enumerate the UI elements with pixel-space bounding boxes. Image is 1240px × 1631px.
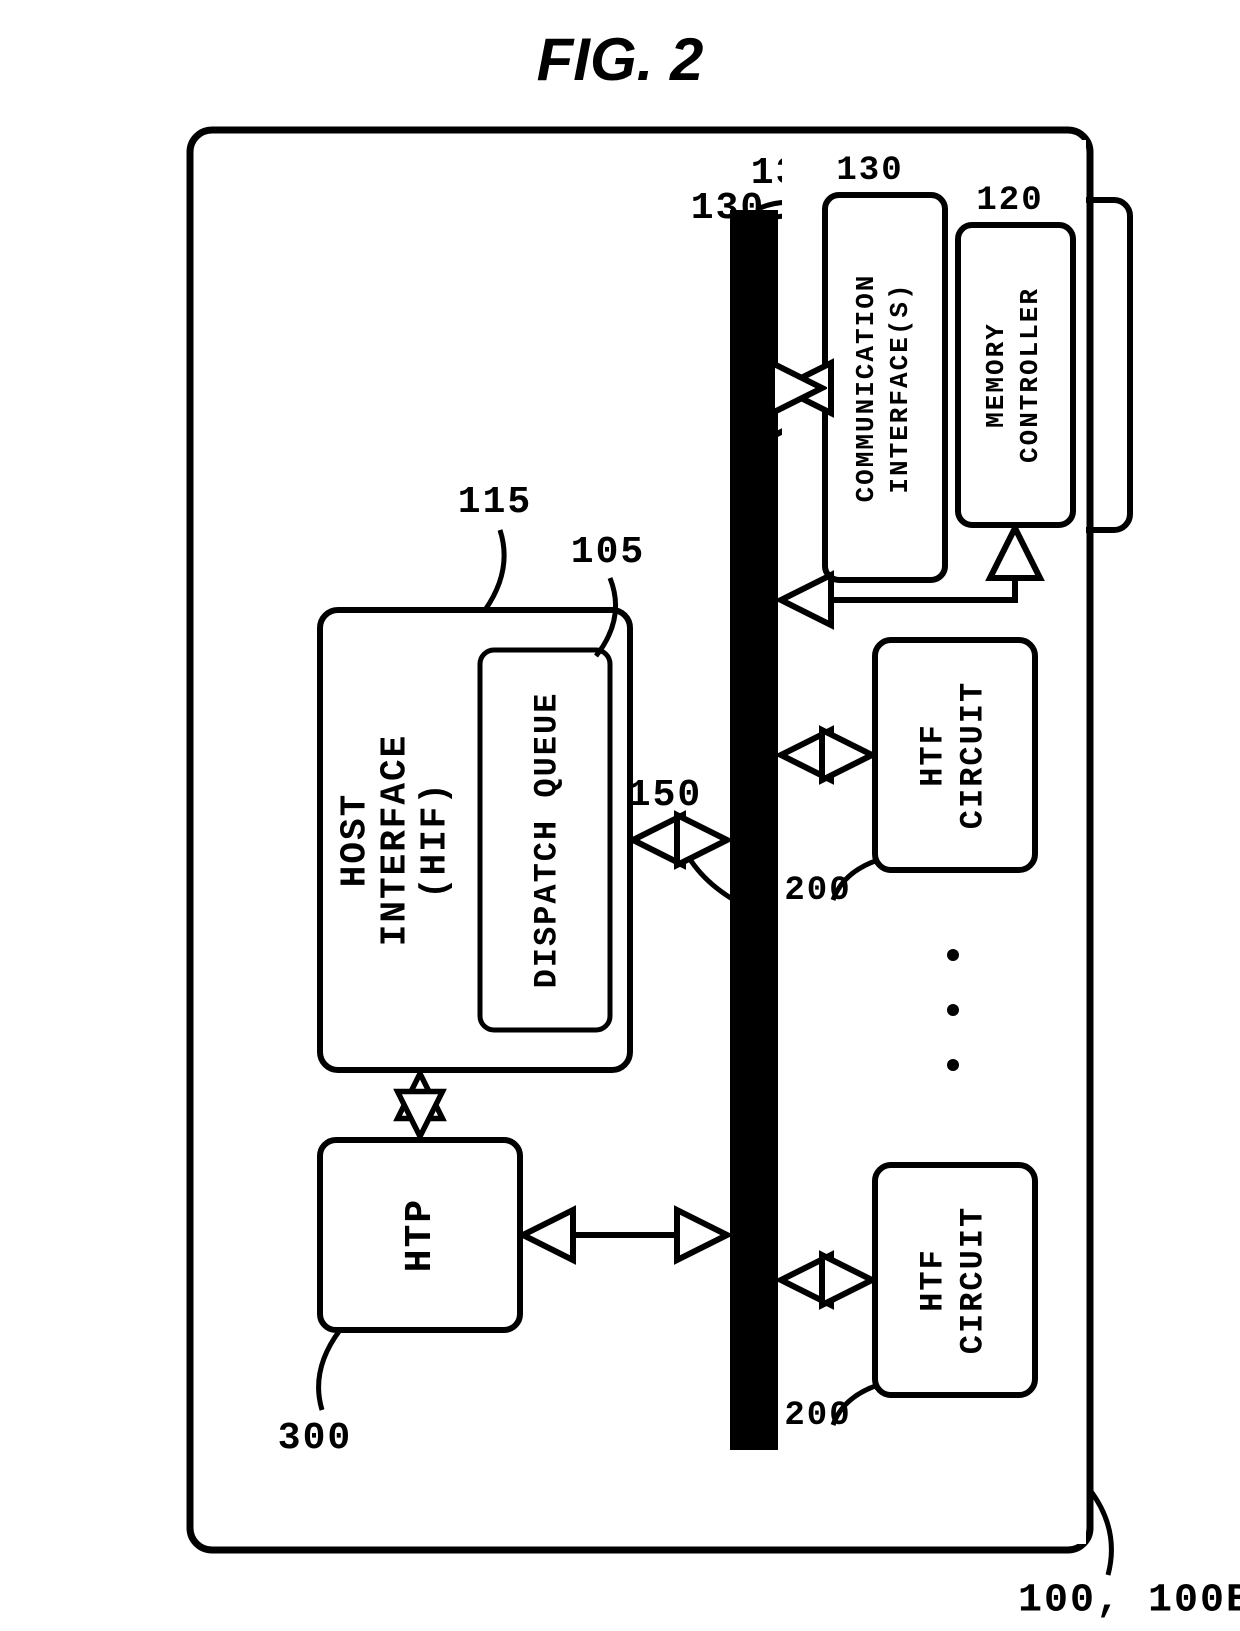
svg-text:HTF: HTF [914, 1248, 951, 1312]
comm-ref2: 130 [691, 187, 765, 230]
svg-text:HTF: HTF [914, 723, 951, 787]
svg-text:INTERFACE(S): INTERFACE(S) [885, 282, 915, 493]
ellipsis-dot [947, 949, 959, 961]
svg-text:CIRCUIT: CIRCUIT [954, 1206, 991, 1354]
svg-text:MEMORY: MEMORY [981, 322, 1011, 428]
ellipsis-dot [947, 1004, 959, 1016]
mc-ref: 120 [976, 182, 1043, 220]
htf2-ref: 200 [784, 1397, 851, 1435]
svg-text:COMMUNICATION: COMMUNICATION [851, 274, 881, 503]
ellipsis-dot [947, 1059, 959, 1071]
svg-text:CIRCUIT: CIRCUIT [954, 681, 991, 829]
svg-text:CONTROLLER: CONTROLLER [1015, 287, 1045, 463]
htf1-ref: 200 [784, 872, 851, 910]
ci-ref: 130 [836, 152, 903, 190]
